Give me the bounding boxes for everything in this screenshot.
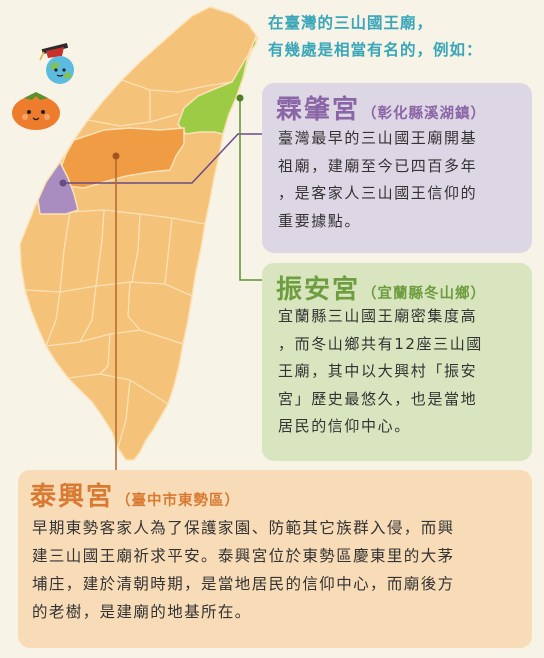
connector-lines	[64, 98, 262, 470]
temple-description: 宜蘭縣三山國王廟密集度高 ，而冬山鄉共有12座三山國 王廟，其中以大興村「振安 …	[278, 303, 483, 441]
temple-description: 臺灣最早的三山國王廟開基 祖廟，建廟至今已四百多年 ，是客家人三山國王信仰的 重…	[278, 125, 477, 235]
card-heading: 振安宮 （宜蘭縣冬山鄉）	[276, 269, 486, 306]
persimmon-mascot-icon	[12, 92, 60, 130]
description-line: ，而冬山鄉共有12座三山國	[278, 334, 483, 353]
description-line: 早期東勢客家人為了保護家園、防範其它族群入侵，而興	[32, 519, 455, 537]
temple-location: （彰化縣溪湖鎮）	[362, 106, 487, 122]
card-heading: 霖肇宮 （彰化縣溪湖鎮）	[276, 89, 486, 126]
temple-location: （臺中市東勢區）	[116, 493, 241, 509]
description-line: 王廟，其中以大興村「振安	[278, 362, 478, 380]
lin-zhao-temple-card: 霖肇宮 （彰化縣溪湖鎮） 臺灣最早的三山國王廟開基 祖廟，建廟至今已四百多年 ，是…	[262, 83, 532, 253]
temple-location: （宜蘭縣冬山鄉）	[362, 286, 487, 302]
zhen-an-temple-card: 振安宮 （宜蘭縣冬山鄉） 宜蘭縣三山國王廟密集度高 ，而冬山鄉共有12座三山國 王…	[262, 263, 532, 461]
globe-mascot-icon	[39, 42, 74, 84]
description-line: 祖廟，建廟至今已四百多年	[278, 156, 478, 175]
description-line: 居民的信仰中心。	[278, 417, 411, 435]
description-line: 的老樹，是建廟的地基所在。	[32, 603, 252, 621]
description-line: 宮」歷史最悠久，也是當地	[278, 389, 478, 408]
card-heading: 泰興宮 （臺中市東勢區）	[30, 476, 240, 513]
intro-line-1: 在臺灣的三山國王廟，	[268, 14, 434, 32]
lin-zhao-location-marker	[59, 179, 67, 187]
description-line: 重要據點。	[278, 211, 362, 230]
temple-description: 早期東勢客家人為了保護家園、防範其它族群入侵，而興 建三山國王廟祈求平安。泰興宮…	[32, 514, 455, 626]
temple-name: 泰興宮	[30, 482, 115, 512]
region-yilan-highlight	[177, 35, 257, 135]
description-line: ，是客家人三山國王信仰的	[278, 184, 478, 202]
intro-line-2: 有幾處是相當有名的，例如：	[268, 41, 483, 59]
description-line: 埔庄，建於清朝時期，是當地居民的信仰中心，而廟後方	[32, 575, 455, 593]
tai-xing-temple-card: 泰興宮 （臺中市東勢區） 早期東勢客家人為了保護家園、防範其它族群入侵，而興 建三…	[18, 470, 532, 648]
description-line: 臺灣最早的三山國王廟開基	[278, 129, 478, 147]
tai-xing-location-marker	[112, 152, 120, 160]
county-borders	[24, 79, 233, 449]
description-line: 宜蘭縣三山國王廟密集度高	[278, 307, 478, 325]
zhen-an-location-marker	[236, 94, 244, 102]
intro-text: 在臺灣的三山國王廟， 有幾處是相當有名的，例如：	[268, 10, 540, 64]
region-changhua-highlight	[37, 160, 79, 215]
description-line: 建三山國王廟祈求平安。泰興宮位於東勢區慶東里的大茅	[32, 547, 455, 565]
temple-name: 霖肇宮	[276, 95, 361, 125]
temple-name: 振安宮	[276, 275, 361, 305]
